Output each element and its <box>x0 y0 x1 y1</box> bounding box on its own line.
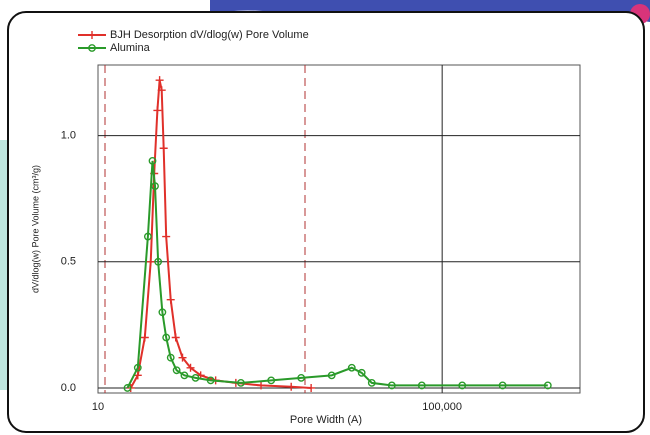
marker <box>186 363 195 372</box>
marker <box>307 383 316 392</box>
marker <box>146 257 155 266</box>
marker <box>458 381 467 390</box>
marker <box>143 232 152 241</box>
marker <box>162 232 171 241</box>
marker <box>151 182 159 191</box>
marker <box>267 376 276 385</box>
marker <box>158 308 167 317</box>
legend-marker <box>88 44 96 52</box>
marker <box>133 363 142 372</box>
marker <box>357 368 366 377</box>
y-tick-label: 0.0 <box>61 382 76 394</box>
legend-label: Alumina <box>110 42 151 54</box>
marker <box>180 371 189 380</box>
marker <box>417 381 426 390</box>
x-axis-label: Pore Width (A) <box>290 414 362 426</box>
marker <box>172 366 181 375</box>
marker <box>123 384 132 392</box>
marker <box>178 353 187 362</box>
marker <box>166 353 175 362</box>
marker <box>191 373 200 382</box>
marker <box>297 373 306 382</box>
x-tick-label: 10 <box>92 401 104 413</box>
marker <box>206 376 215 385</box>
marker <box>162 333 171 342</box>
marker <box>257 381 266 390</box>
marker <box>153 106 162 115</box>
y-tick-label: 1.0 <box>61 130 76 142</box>
marker <box>133 371 142 380</box>
marker <box>155 76 164 85</box>
marker <box>157 86 166 95</box>
legend-marker <box>88 31 96 39</box>
marker <box>387 381 396 390</box>
marker <box>498 381 507 390</box>
y-axis-label: dV/dlog(w) Pore Volume (cm³/g) <box>30 165 40 293</box>
marker <box>171 333 180 342</box>
marker <box>327 371 336 380</box>
marker <box>166 295 175 304</box>
marker <box>287 382 296 391</box>
marker <box>159 144 168 153</box>
marker <box>367 379 376 387</box>
marker <box>237 379 245 387</box>
marker <box>347 363 356 372</box>
y-tick-label: 0.5 <box>61 256 76 268</box>
marker <box>154 257 163 266</box>
series-line <box>126 160 548 389</box>
marker <box>543 381 552 390</box>
x-tick-label: 100,000 <box>422 401 462 413</box>
marker <box>148 156 157 165</box>
marker <box>140 333 149 342</box>
legend-label: BJH Desorption dV/dlog(w) Pore Volume <box>110 29 309 41</box>
plot-area <box>97 64 581 394</box>
